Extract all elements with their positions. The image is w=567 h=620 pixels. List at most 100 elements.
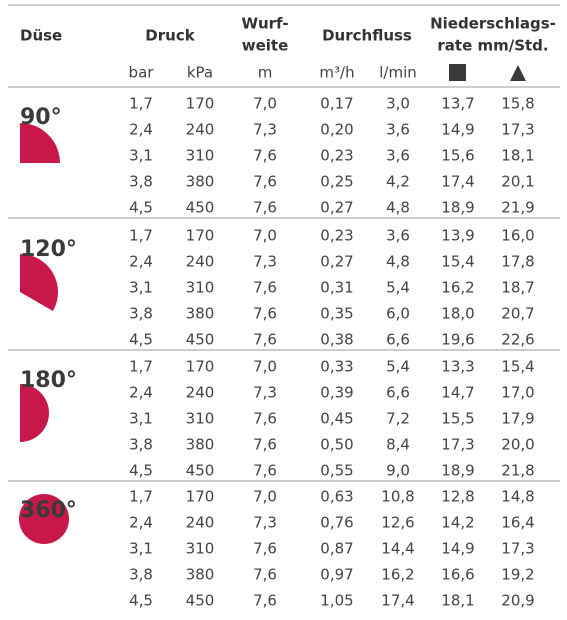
cell: 1,05 [320,592,353,610]
cell: 0,39 [320,384,353,402]
cell: 22,6 [501,331,534,349]
cell: 20,9 [501,592,534,610]
cell: 20,7 [501,305,534,323]
cell: 170 [186,95,215,113]
cell: 7,6 [253,540,277,558]
cell: 0,27 [320,199,353,217]
cell: 19,2 [501,566,534,584]
cell: 7,3 [253,384,277,402]
cell: 16,2 [441,279,474,297]
cell: 3,6 [386,147,410,165]
cell: 17,3 [501,540,534,558]
cell: 3,8 [129,436,153,454]
cell: 12,6 [381,514,414,532]
cell: 6,6 [386,331,410,349]
cell: 0,23 [320,227,353,245]
cell: 5,4 [386,279,410,297]
cell: 0,20 [320,121,353,139]
cell: 0,23 [320,147,353,165]
cell: 18,1 [441,592,474,610]
cell: 0,87 [320,540,353,558]
cell: 7,3 [253,121,277,139]
cell: 2,4 [129,514,153,532]
group-label: 120° [20,237,77,262]
sector-180 [20,384,49,442]
cell: 16,4 [501,514,534,532]
cell: 13,7 [441,95,474,113]
cell: 16,0 [501,227,534,245]
cell: 450 [186,592,215,610]
square-icon [449,64,466,81]
cell: 2,4 [129,253,153,271]
cell: 7,6 [253,462,277,480]
cell: 20,0 [501,436,534,454]
cell: 7,0 [253,488,277,506]
cell: 3,1 [129,279,153,297]
cell: 21,9 [501,199,534,217]
cell: 310 [186,540,215,558]
cell: 2,4 [129,384,153,402]
cell: 15,5 [441,410,474,428]
cell: 4,5 [129,462,153,480]
cell: 380 [186,173,215,191]
cell: 8,4 [386,436,410,454]
cell: 3,8 [129,305,153,323]
triangle-icon [510,65,526,81]
cell: 3,1 [129,540,153,558]
cell: 7,6 [253,331,277,349]
cell: 7,2 [386,410,410,428]
cell: 7,6 [253,436,277,454]
cell: 3,6 [386,121,410,139]
cell: 14,9 [441,540,474,558]
cell: 3,0 [386,95,410,113]
cell: 7,6 [253,279,277,297]
cell: 0,35 [320,305,353,323]
cell: 450 [186,199,215,217]
cell: 7,0 [253,227,277,245]
cell: 7,3 [253,253,277,271]
cell: 18,9 [441,462,474,480]
cell: 0,17 [320,95,353,113]
cell: 240 [186,253,215,271]
cell: 3,8 [129,173,153,191]
cell: 14,2 [441,514,474,532]
cell: 21,8 [501,462,534,480]
cell: 17,9 [501,410,534,428]
cell: 16,6 [441,566,474,584]
cell: 7,6 [253,147,277,165]
group-label: 360° [20,498,77,523]
cell: 4,5 [129,592,153,610]
cell: 0,45 [320,410,353,428]
sector-360 [19,494,69,544]
cell: 1,7 [129,358,153,376]
cell: 3,1 [129,147,153,165]
header: Druck [145,27,195,45]
cell: 1,7 [129,95,153,113]
cell: 14,8 [501,488,534,506]
cell: 17,3 [441,436,474,454]
cell: 20,1 [501,173,534,191]
cell: 380 [186,305,215,323]
header: Durchfluss [322,27,412,45]
cell: 0,55 [320,462,353,480]
cell: 18,0 [441,305,474,323]
header: weite [242,37,289,55]
cell: 4,5 [129,331,153,349]
cell: 9,0 [386,462,410,480]
cell: 17,0 [501,384,534,402]
cell: 7,6 [253,173,277,191]
group-label: 90° [20,105,62,130]
cell: 13,9 [441,227,474,245]
cell: 1,7 [129,488,153,506]
cell: 6,6 [386,384,410,402]
unit: m [258,64,273,82]
cell: 240 [186,121,215,139]
cell: 4,8 [386,199,410,217]
cell: 19,6 [441,331,474,349]
cell: 7,6 [253,410,277,428]
cell: 4,5 [129,199,153,217]
cell: 170 [186,358,215,376]
unit: m³/h [319,64,354,82]
header: rate mm/Std. [437,37,548,55]
